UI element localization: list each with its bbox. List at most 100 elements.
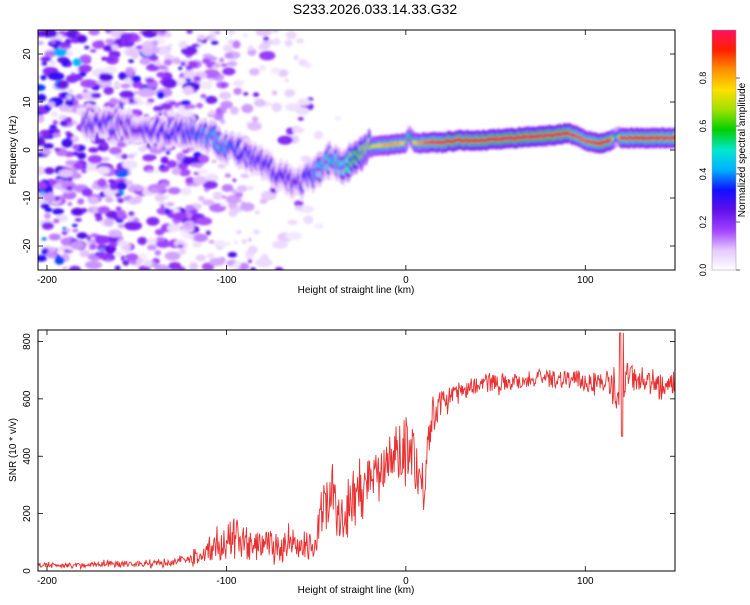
heatmap-speckle xyxy=(219,57,225,63)
heatmap-speckle xyxy=(104,197,114,203)
heatmap-speckle xyxy=(162,78,178,89)
heatmap-speckle xyxy=(115,206,122,212)
spectrogram-y-tick-label: -20 xyxy=(22,238,33,253)
heatmap-speckle xyxy=(198,154,210,164)
heatmap-speckle xyxy=(226,60,238,67)
heatmap-speckle xyxy=(48,101,56,108)
heatmap-speckle xyxy=(163,59,173,66)
heatmap-speckle xyxy=(200,94,207,99)
heatmap-speckle xyxy=(259,50,276,61)
heatmap-speckle xyxy=(103,217,115,227)
heatmap-speckle xyxy=(284,78,289,83)
heatmap-speckle xyxy=(40,190,45,195)
heatmap-speckle xyxy=(38,40,45,46)
heatmap-speckle xyxy=(61,266,69,270)
heatmap-speckle xyxy=(117,223,126,229)
heatmap-speckle xyxy=(121,160,138,170)
heatmap-speckle xyxy=(227,251,238,258)
heatmap-speckle xyxy=(117,181,128,191)
heatmap-speckle xyxy=(234,260,241,268)
spectrogram-heatmap xyxy=(38,30,675,270)
heatmap-speckle xyxy=(43,143,54,149)
heatmap-speckle xyxy=(185,177,196,184)
heatmap-speckle xyxy=(38,166,47,176)
heatmap-speckle xyxy=(220,118,226,125)
heatmap-speckle xyxy=(166,160,178,168)
heatmap-speckle xyxy=(247,45,254,51)
heatmap-speckle xyxy=(52,45,59,50)
colorbar-frame xyxy=(711,29,737,271)
heatmap-speckle xyxy=(191,43,200,48)
heatmap-speckle xyxy=(284,39,293,47)
heatmap-speckle xyxy=(232,40,241,49)
heatmap-speckle xyxy=(118,71,128,81)
colorbar-tick-label: 0.0 xyxy=(698,264,708,277)
heatmap-speckle xyxy=(105,210,119,219)
heatmap-speckle xyxy=(195,216,213,226)
heatmap-speckle xyxy=(84,45,90,50)
snr-frame xyxy=(37,329,676,572)
figure-title: S233.2026.033.14.33.G32 xyxy=(293,1,457,17)
heatmap-speckle xyxy=(165,195,170,199)
heatmap-speckle xyxy=(202,199,215,206)
heatmap-speckle xyxy=(166,201,175,207)
heatmap-speckle xyxy=(97,251,107,260)
heatmap-speckle xyxy=(90,92,101,99)
heatmap-speckle xyxy=(154,193,166,202)
heatmap-speckle xyxy=(220,83,227,88)
heatmap-speckle xyxy=(147,98,155,103)
heatmap-speckle xyxy=(285,127,295,135)
heatmap-speckle xyxy=(81,188,93,197)
heatmap-speckle xyxy=(53,183,65,190)
heatmap-speckle xyxy=(108,229,122,238)
heatmap-speckle xyxy=(72,144,80,151)
heatmap-speckle xyxy=(63,249,70,253)
heatmap-speckle xyxy=(101,141,109,149)
heatmap-speckle xyxy=(65,74,79,83)
heatmap-speckle xyxy=(227,30,236,35)
heatmap-speckle xyxy=(250,267,257,270)
heatmap-speckle xyxy=(258,44,266,51)
snr-x-tick-label: -200 xyxy=(37,576,57,587)
heatmap-speckle xyxy=(114,265,121,270)
heatmap-speckle xyxy=(177,244,184,249)
heatmap-speckle xyxy=(255,258,273,268)
heatmap-speckle xyxy=(208,239,215,244)
heatmap-speckle xyxy=(224,173,231,178)
spectrogram-y-tick-label: 0 xyxy=(22,147,33,153)
heatmap-speckle xyxy=(182,156,198,165)
heatmap-speckle xyxy=(232,178,237,183)
heatmap-speckle xyxy=(154,249,162,256)
heatmap-speckle xyxy=(101,156,110,162)
heatmap-speckle xyxy=(87,196,99,205)
heatmap-speckle xyxy=(128,58,135,64)
heatmap-speckle xyxy=(108,97,119,105)
heatmap-ridge-cell xyxy=(672,134,675,141)
heatmap-speckle xyxy=(67,202,72,206)
snr-x-tick-label: 100 xyxy=(577,576,594,587)
heatmap-speckle xyxy=(295,106,310,116)
heatmap-speckle xyxy=(234,240,238,244)
heatmap-speckle xyxy=(133,90,139,95)
heatmap-speckle xyxy=(244,252,255,260)
heatmap-speckle xyxy=(295,38,305,44)
heatmap-speckle xyxy=(52,119,59,126)
heatmap-speckle xyxy=(234,192,244,198)
heatmap-speckle xyxy=(95,215,103,222)
heatmap-speckle xyxy=(205,173,219,183)
heatmap-speckle xyxy=(114,192,122,198)
heatmap-speckle xyxy=(197,168,208,175)
heatmap-speckle xyxy=(76,34,88,44)
heatmap-speckle xyxy=(169,101,177,106)
colorbar: 0.0 0.2 0.4 0.6 0.8 Normalized spectral ampl… xyxy=(698,29,748,277)
heatmap-speckle xyxy=(109,181,119,191)
snr-series-line xyxy=(38,332,675,571)
heatmap-speckle xyxy=(180,187,192,196)
heatmap-speckle xyxy=(52,132,61,138)
heatmap-speckle xyxy=(287,219,298,226)
spectrogram-x-tick-label: 0 xyxy=(403,275,409,286)
heatmap-speckle xyxy=(168,261,182,270)
heatmap-speckle xyxy=(73,161,85,170)
snr-plot-area xyxy=(38,330,675,571)
heatmap-ridge-layer xyxy=(80,101,675,202)
